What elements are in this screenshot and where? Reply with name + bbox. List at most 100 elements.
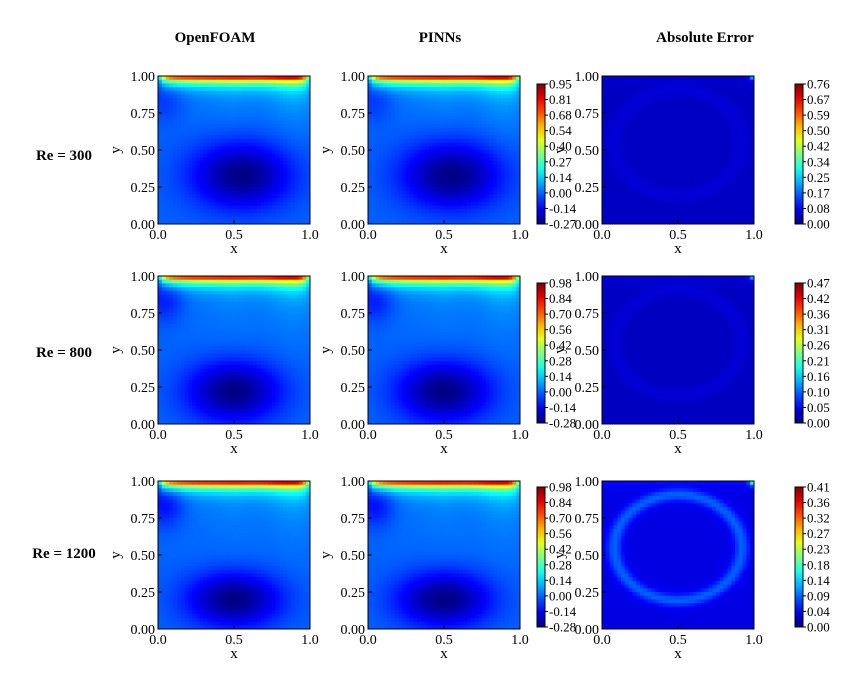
heatmap-cell [180, 87, 186, 92]
heatmap-cell [413, 190, 418, 195]
heatmap-cell [485, 194, 491, 199]
heatmap-cell [260, 90, 265, 96]
heatmap-cell [474, 212, 479, 218]
heatmap-cell [218, 220, 224, 224]
heatmap-cell [192, 105, 197, 110]
heatmap-cell [750, 146, 754, 151]
heatmap-cell [508, 127, 513, 133]
heatmap-cell [436, 101, 441, 107]
heatmap-cell [390, 175, 396, 181]
heatmap-cell [165, 298, 170, 303]
heatmap-cell [368, 116, 373, 121]
heatmap-cell [218, 109, 224, 114]
heatmap-cell [444, 116, 449, 121]
heatmap-cell [302, 138, 307, 144]
heatmap-cell [617, 164, 622, 170]
heatmap-cell [256, 105, 262, 110]
heatmap-cell [371, 220, 377, 224]
heatmap-cell [643, 168, 649, 173]
heatmap-cell [394, 172, 399, 177]
heatmap-cell [413, 142, 418, 147]
heatmap-cell [409, 76, 415, 81]
heatmap-cell [249, 183, 254, 188]
heatmap-cell [394, 183, 399, 188]
heatmap-cell [272, 76, 277, 81]
heatmap-cell [368, 113, 373, 118]
heatmap-cell [501, 194, 506, 199]
heatmap-cell [192, 87, 197, 92]
heatmap-cell [245, 216, 250, 221]
heatmap-cell [746, 172, 751, 177]
heatmap-cell [184, 161, 189, 166]
heatmap-cell [230, 120, 235, 125]
heatmap-cell [689, 83, 694, 88]
heatmap-cell [230, 127, 235, 133]
heatmap-cell [516, 105, 520, 110]
heatmap-cell [647, 201, 652, 207]
heatmap-cell [234, 90, 239, 96]
heatmap-cell [459, 172, 464, 177]
heatmap-cell [234, 138, 239, 144]
heatmap-cell [237, 212, 243, 218]
heatmap-cell [666, 120, 671, 125]
heatmap-cell [636, 127, 641, 133]
heatmap-cell [199, 205, 205, 210]
heatmap-cell [387, 135, 392, 140]
heatmap-cell [264, 179, 269, 184]
heatmap-cell [226, 127, 231, 133]
heatmap-cell [621, 127, 626, 133]
heatmap-cell [402, 120, 407, 125]
heatmap-cell [697, 161, 702, 166]
heatmap-cell [704, 153, 709, 158]
heatmap-cell [678, 187, 683, 192]
heatmap-cell [640, 120, 645, 125]
heatmap-cell [211, 168, 216, 173]
heatmap-cell [697, 131, 702, 136]
heatmap-cell [302, 87, 307, 92]
heatmap-cell [681, 105, 687, 110]
heatmap-cell [298, 212, 303, 218]
heatmap-cell [237, 113, 243, 118]
heatmap-cell [636, 212, 641, 218]
heatmap-cell [383, 153, 388, 158]
heatmap-cell [440, 190, 445, 195]
heatmap-cell [425, 164, 430, 170]
heatmap-cell [413, 94, 418, 99]
heatmap-cell [474, 113, 479, 118]
heatmap-cell [605, 150, 611, 155]
heatmap-cell [478, 164, 483, 170]
heatmap-cell [211, 201, 216, 207]
heatmap-cell [402, 131, 407, 136]
heatmap-cell [716, 127, 721, 133]
x-tick-label: 0.0 [593, 228, 611, 243]
heatmap-cell [636, 220, 641, 224]
heatmap-cell [275, 116, 281, 121]
heatmap-cell [428, 190, 434, 195]
heatmap-cell [161, 150, 167, 155]
heatmap-cell [245, 205, 250, 210]
heatmap-cell [192, 216, 197, 221]
heatmap-cell [516, 76, 520, 81]
heatmap-cell [501, 157, 506, 162]
heatmap-cell [161, 301, 167, 307]
heatmap-cell [700, 168, 706, 173]
heatmap-cell [184, 220, 189, 224]
heatmap-cell [662, 98, 668, 103]
heatmap-cell [613, 94, 618, 99]
heatmap-cell [383, 79, 388, 84]
heatmap-cell [398, 175, 403, 181]
heatmap-cell [742, 168, 747, 173]
heatmap-cell [302, 83, 307, 88]
heatmap-cell [294, 124, 300, 129]
heatmap-cell [394, 216, 399, 221]
heatmap-cell [387, 124, 392, 129]
heatmap-cell [482, 209, 487, 214]
heatmap-cell [387, 201, 392, 207]
heatmap-cell [275, 101, 281, 107]
heatmap-cell [700, 153, 706, 158]
heatmap-cell [398, 138, 403, 144]
heatmap-cell [417, 83, 422, 88]
heatmap-cell [723, 150, 728, 155]
heatmap-cell [253, 205, 258, 210]
heatmap-cell [440, 220, 445, 224]
